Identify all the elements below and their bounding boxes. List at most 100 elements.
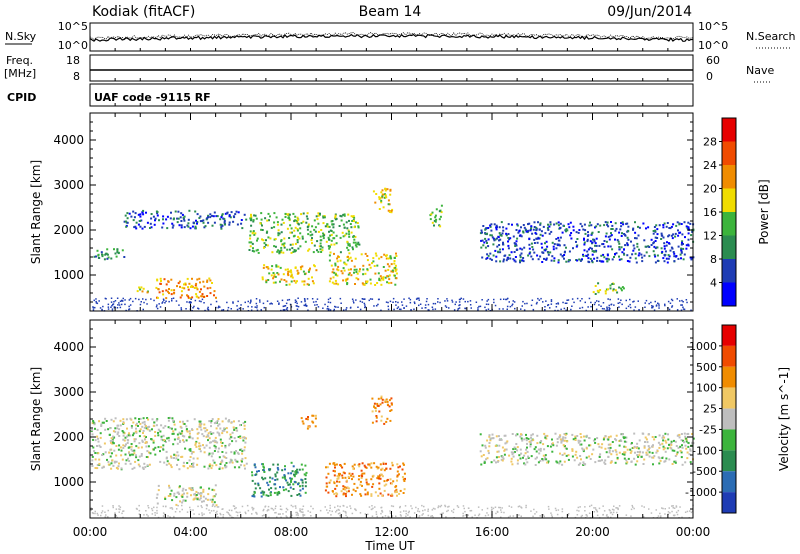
data-cell [621, 453, 624, 456]
data-cell [514, 243, 517, 246]
data-cell [687, 226, 690, 229]
data-cell [408, 510, 410, 513]
data-cell [360, 494, 363, 497]
data-cell [167, 417, 170, 419]
data-cell [167, 419, 170, 422]
data-cell [637, 234, 640, 237]
data-cell [663, 253, 666, 256]
data-cell [302, 511, 304, 513]
data-cell [501, 446, 504, 449]
data-cell [106, 248, 109, 251]
data-cell [328, 247, 331, 250]
data-cell [385, 398, 388, 401]
data-cell [519, 457, 522, 460]
data-cell [238, 307, 241, 310]
data-cell [579, 433, 582, 435]
data-cell [585, 434, 588, 437]
data-cell [159, 430, 162, 433]
data-cell [206, 434, 209, 437]
data-cell [317, 212, 320, 215]
data-cell [668, 507, 670, 509]
data-cell [498, 226, 501, 229]
data-cell [346, 283, 349, 286]
data-cell [151, 507, 153, 510]
data-cell [512, 235, 515, 238]
data-cell [610, 232, 612, 235]
data-cell [100, 425, 103, 427]
data-cell [243, 464, 246, 467]
data-cell [173, 494, 176, 497]
data-cell [559, 253, 562, 256]
data-cell [296, 494, 299, 496]
data-cell [376, 404, 379, 407]
data-cell [285, 308, 288, 310]
data-cell [651, 436, 654, 438]
data-cell [379, 463, 382, 466]
data-cell [380, 277, 383, 280]
data-cell [678, 231, 681, 234]
data-cell [474, 514, 476, 516]
data-cell [377, 397, 380, 400]
data-cell [138, 442, 141, 445]
data-cell [484, 306, 486, 309]
data-cell [383, 469, 386, 472]
data-cell [100, 512, 103, 514]
data-cell [245, 512, 247, 515]
data-cell [117, 431, 120, 434]
data-cell [323, 215, 326, 217]
data-cell [334, 213, 337, 216]
data-cell [280, 249, 283, 252]
data-cell [350, 226, 353, 229]
data-cell [386, 417, 389, 420]
data-cell [165, 283, 168, 286]
data-cell [142, 417, 145, 420]
data-cell [95, 255, 97, 258]
data-cell [645, 251, 648, 254]
data-cell [614, 222, 617, 225]
data-cell [561, 510, 564, 513]
data-cell [669, 302, 672, 304]
data-cell [173, 438, 176, 441]
data-cell [342, 223, 345, 226]
data-cell [140, 219, 143, 222]
data-cell [687, 227, 690, 230]
data-cell [484, 237, 487, 240]
data-cell [256, 305, 258, 307]
data-cell [297, 223, 300, 226]
data-cell [355, 299, 357, 301]
data-cell [584, 301, 586, 304]
data-cell [128, 460, 131, 462]
data-cell [486, 253, 489, 256]
data-cell [501, 248, 504, 251]
data-cell [312, 301, 315, 303]
data-cell [319, 242, 322, 245]
data-cell [216, 215, 219, 218]
data-cell [212, 432, 215, 435]
data-cell [242, 439, 245, 442]
data-cell [374, 201, 377, 204]
data-cell [250, 213, 252, 216]
data-cell [176, 285, 178, 288]
data-cell [191, 428, 193, 431]
data-cell [290, 271, 293, 274]
data-cell [611, 248, 614, 251]
data-cell [125, 443, 127, 446]
data-cell [634, 252, 637, 255]
data-cell [332, 237, 335, 240]
data-cell [219, 512, 221, 515]
data-cell [130, 445, 133, 448]
cpid-text: UAF code -9115 RF [94, 91, 211, 104]
data-cell [637, 447, 640, 450]
data-cell [399, 506, 401, 509]
data-cell [575, 245, 578, 248]
data-cell [205, 507, 208, 510]
data-cell [673, 507, 676, 509]
data-cell [352, 220, 355, 222]
data-cell [278, 303, 280, 305]
data-cell [327, 236, 330, 239]
data-cell [342, 485, 345, 488]
data-cell [346, 516, 348, 518]
data-cell [340, 270, 343, 273]
data-cell [130, 426, 133, 429]
data-cell [681, 233, 684, 236]
